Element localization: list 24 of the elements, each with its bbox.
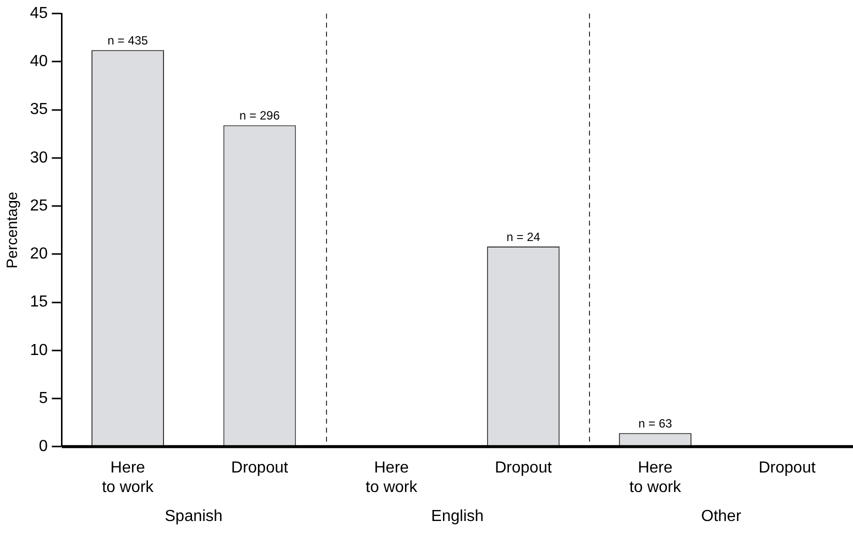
annotation: n = 24 [506, 230, 541, 244]
x-tick-label: Here to work [629, 460, 682, 496]
annotation: n = 296 [239, 108, 280, 123]
x-tick-label: Dropout [231, 460, 289, 477]
text: Other [701, 508, 742, 526]
y-tick-label: 10 [30, 342, 48, 359]
y-tick-label: 35 [30, 101, 48, 118]
y-tick-label: 30 [30, 149, 48, 166]
y-tick-label: 40 [30, 53, 48, 70]
y-tick-label: 15 [30, 294, 48, 311]
y-tick-label: 45 [30, 5, 48, 22]
y-tick-label: 5 [38, 390, 48, 407]
text: English [431, 508, 484, 526]
annotation: n = 63 [638, 416, 672, 430]
y-tick-label: 0 [38, 438, 48, 456]
text: Spanish [164, 508, 223, 526]
x-tick-label: Here to work [366, 460, 418, 496]
x-tick-label: Dropout [758, 460, 816, 477]
y-tick-label: 20 [30, 246, 48, 263]
y-axis-title: Percentage [4, 192, 22, 268]
y-tick-label: 25 [30, 197, 48, 214]
annotation: n = 435 [108, 33, 148, 48]
x-tick-label: Dropout [494, 460, 552, 477]
x-tick-label: Here to work [102, 460, 155, 496]
